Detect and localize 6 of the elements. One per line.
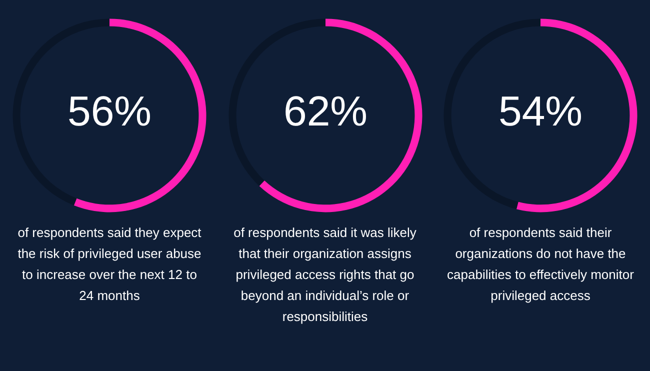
text: of respondents said they expect the risk of privileged user abuse to increase over the next 12 to 24 months [16,224,202,305]
text: of respondents said their organizations do not have the capabilities to effectively monitor privileged access [446,224,635,305]
text: 54% [498,88,583,134]
text: 62% [282,88,368,134]
text: 56% [67,88,152,134]
text: of respondents said it was likely that their organization assigns privileged access rights that go beyond an individual’s role or responsibilities [232,224,418,326]
